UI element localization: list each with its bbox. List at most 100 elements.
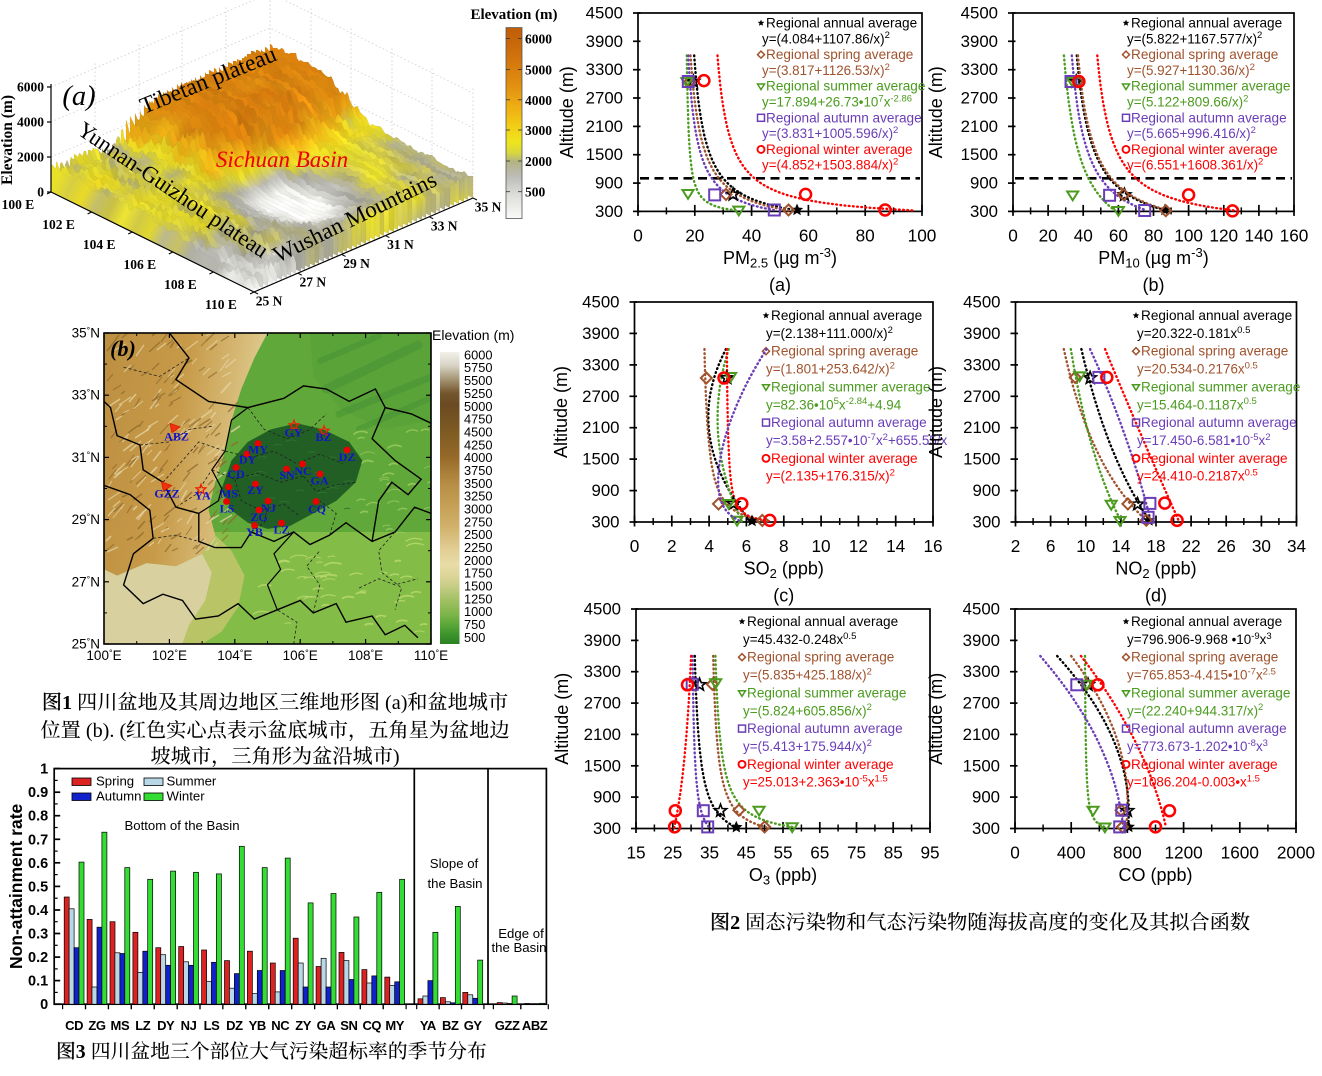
svg-text:10: 10 <box>1076 536 1095 556</box>
svg-text:Regional autumn average: Regional autumn average <box>1141 415 1297 430</box>
svg-text:2700: 2700 <box>582 387 619 406</box>
svg-text:1: 1 <box>40 762 48 778</box>
svg-text:120: 120 <box>1209 225 1238 245</box>
svg-text:the Basin: the Basin <box>428 876 483 891</box>
svg-text:y=(5.824+605.856/x)2​: y=(5.824+605.856/x)2​ <box>743 702 872 718</box>
svg-text:(a): (a) <box>62 81 95 112</box>
svg-text:8: 8 <box>779 536 789 556</box>
svg-text:MY: MY <box>385 1018 404 1033</box>
svg-text:300: 300 <box>593 819 621 838</box>
svg-text:85: 85 <box>884 843 903 863</box>
svg-text:): ) <box>393 746 400 768</box>
svg-text:25 N: 25 N <box>256 294 283 309</box>
svg-text:y=45.432-0.248x0.5​: y=45.432-0.248x0.5​ <box>743 631 856 647</box>
svg-text:900: 900 <box>972 788 1000 807</box>
svg-text:Regional autumn average: Regional autumn average <box>1131 721 1287 736</box>
svg-text:ZG: ZG <box>250 510 267 524</box>
svg-text:4250: 4250 <box>464 437 492 452</box>
svg-text:2100: 2100 <box>584 725 621 744</box>
svg-text:2700: 2700 <box>961 89 998 108</box>
svg-text:4000: 4000 <box>17 115 44 130</box>
svg-text:GZZ: GZZ <box>495 1018 520 1033</box>
svg-text:y=20.322-0.181x0.5​: y=20.322-0.181x0.5​ <box>1137 325 1250 341</box>
svg-text:GA: GA <box>317 1018 337 1033</box>
svg-text:750: 750 <box>464 617 485 632</box>
svg-text:2100: 2100 <box>963 725 1000 744</box>
svg-text:29 N: 29 N <box>343 256 370 271</box>
svg-text:y=765.853-4.415•10-7​x2.5​: y=765.853-4.415•10-7​x2.5​ <box>1127 666 1276 682</box>
svg-text:2000: 2000 <box>1277 843 1315 863</box>
svg-text:5000: 5000 <box>464 399 492 414</box>
svg-text:27°N: 27°N <box>72 574 100 589</box>
svg-text:(d): (d) <box>1145 586 1167 606</box>
svg-text:108°E: 108°E <box>348 648 383 663</box>
svg-text:MS: MS <box>220 487 238 501</box>
svg-text:14: 14 <box>886 536 906 556</box>
svg-text:Regional annual average: Regional annual average <box>747 614 898 629</box>
svg-text:110 E: 110 E <box>205 297 237 312</box>
svg-text:65: 65 <box>810 843 829 863</box>
svg-text:2700: 2700 <box>586 89 623 108</box>
svg-text:y=(5.413+175.944/x)2​: y=(5.413+175.944/x)2​ <box>743 738 872 754</box>
svg-text:6: 6 <box>742 536 752 556</box>
svg-text:0.2: 0.2 <box>28 950 48 966</box>
svg-text:Regional spring average: Regional spring average <box>766 47 913 62</box>
svg-text:3300: 3300 <box>586 60 623 79</box>
svg-text:CQ: CQ <box>362 1018 381 1033</box>
svg-text:40: 40 <box>1074 225 1093 245</box>
svg-text:y=(5.927+1130.36/x)2​: y=(5.927+1130.36/x)2​ <box>1127 62 1255 78</box>
svg-text:2100: 2100 <box>963 418 1000 437</box>
svg-text:Regional summer average: Regional summer average <box>1141 379 1300 394</box>
svg-text:55: 55 <box>773 843 792 863</box>
svg-text:y=(3.817+1126.53/x)2​: y=(3.817+1126.53/x)2​ <box>762 62 890 78</box>
svg-text:Regional winter average: Regional winter average <box>766 142 913 157</box>
svg-text:y=(5.822+1167.577/x)2​: y=(5.822+1167.577/x)2​ <box>1127 30 1262 46</box>
svg-text:Regional autumn average: Regional autumn average <box>766 110 922 125</box>
svg-text:Regional summer average: Regional summer average <box>766 79 925 94</box>
svg-text:900: 900 <box>970 174 998 193</box>
svg-text:O3​ (ppb): O3​ (ppb) <box>749 865 817 888</box>
svg-text:Spring: Spring <box>96 774 134 789</box>
svg-text:3300: 3300 <box>963 662 1000 681</box>
svg-text:35°N: 35°N <box>72 326 100 341</box>
svg-text:y=17.894+26.73•107​x-2.86​: y=17.894+26.73•107​x-2.86​ <box>762 93 912 109</box>
svg-text:104 E: 104 E <box>83 237 116 252</box>
svg-text:400: 400 <box>1057 843 1086 863</box>
svg-text:GY: GY <box>464 1018 483 1033</box>
svg-text:5500: 5500 <box>464 373 492 388</box>
svg-text:0: 0 <box>1008 225 1018 245</box>
svg-text:26: 26 <box>1217 536 1236 556</box>
svg-text:75: 75 <box>847 843 866 863</box>
svg-text:y=(5.122+809.66/x)2​: y=(5.122+809.66/x)2​ <box>1127 93 1248 109</box>
svg-text:0.9: 0.9 <box>28 785 48 801</box>
svg-text:104°E: 104°E <box>217 648 252 663</box>
svg-text:Regional summer average: Regional summer average <box>747 685 906 700</box>
svg-text:1500: 1500 <box>963 450 1000 469</box>
svg-text:5250: 5250 <box>464 386 492 401</box>
svg-text:0: 0 <box>40 997 48 1013</box>
svg-text:102 E: 102 E <box>42 217 75 232</box>
svg-text:Regional annual average: Regional annual average <box>1141 308 1292 323</box>
svg-text:40: 40 <box>742 225 761 245</box>
svg-text:1500: 1500 <box>584 756 621 775</box>
svg-text:y=20.534-0.2176x0.5​: y=20.534-0.2176x0.5​ <box>1137 360 1258 376</box>
svg-text:DY: DY <box>239 453 257 467</box>
svg-text:29°N: 29°N <box>72 512 100 527</box>
svg-text:0.5: 0.5 <box>28 879 48 895</box>
svg-text:45: 45 <box>737 843 756 863</box>
svg-text:2000: 2000 <box>525 154 552 169</box>
svg-text:2700: 2700 <box>584 694 621 713</box>
svg-text:6000: 6000 <box>525 32 552 47</box>
svg-text:80: 80 <box>856 225 875 245</box>
svg-text:5000: 5000 <box>525 63 552 78</box>
svg-text:4500: 4500 <box>584 600 621 619</box>
svg-text:MY: MY <box>248 443 268 457</box>
svg-text:4500: 4500 <box>582 293 619 312</box>
svg-text:Regional annual average: Regional annual average <box>1131 16 1282 31</box>
svg-text:LZ: LZ <box>135 1018 151 1033</box>
svg-text:300: 300 <box>972 819 1000 838</box>
svg-text:60: 60 <box>1109 225 1128 245</box>
svg-text:1750: 1750 <box>464 566 492 581</box>
svg-text:Regional winter average: Regional winter average <box>747 757 894 772</box>
svg-text:(a): (a) <box>380 692 407 714</box>
